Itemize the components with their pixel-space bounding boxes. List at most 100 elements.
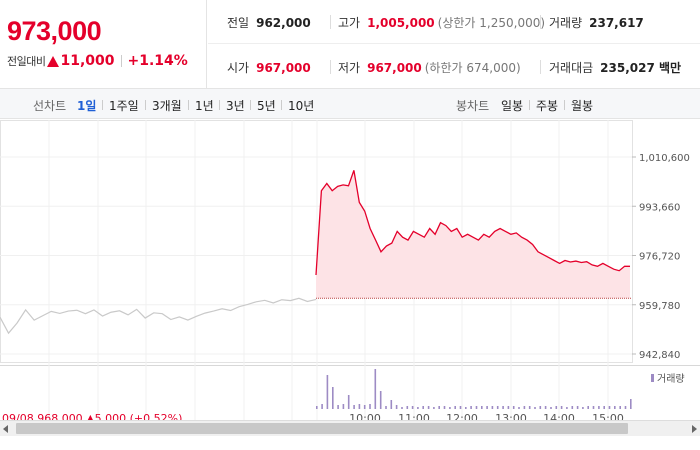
y-tick-label: 1,010,600 [639, 153, 690, 164]
volume-bar [619, 406, 621, 409]
volume-bar [560, 406, 563, 409]
period-10y-tab[interactable]: 10년 [288, 99, 315, 113]
current-price: 973,000 [7, 16, 102, 46]
period-3m-tab[interactable]: 3개월 [152, 99, 182, 113]
volume-bar [507, 406, 510, 409]
volume-bar [603, 406, 605, 409]
volume-bar [358, 404, 361, 409]
volume-bar [459, 406, 462, 409]
y-tick-label: 993,660 [639, 202, 680, 213]
price-box: 973,000 전일대비 11,000 +1.14% [0, 0, 207, 89]
volume-bar [571, 406, 574, 409]
change-row: 전일대비 11,000 +1.14% [7, 53, 206, 69]
stat-low: 저가 967,000 (하한가 674,000) [338, 59, 521, 76]
volume-bar [475, 406, 478, 409]
period-1y-tab[interactable]: 1년 [195, 99, 214, 113]
volume-bar [486, 406, 488, 409]
today-price-area [316, 170, 630, 299]
stat-high: 고가 1,005,000 (상한가 1,250,000) [338, 14, 545, 31]
divider [540, 60, 541, 74]
period-5y-tab[interactable]: 5년 [257, 99, 276, 113]
stat-value: 967,000 [256, 61, 311, 75]
stats-row-1: 전일 962,000 고가 1,005,000 (상한가 1,250,000) … [208, 0, 700, 44]
volume-legend-swatch [651, 374, 654, 382]
volume-bar [379, 391, 382, 409]
y-tick-label: 942,840 [639, 350, 680, 361]
volume-bar [316, 406, 318, 409]
volume-bar [438, 406, 440, 409]
candle-chart-label: 봉차트 [456, 99, 490, 113]
volume-bar [395, 405, 398, 409]
volume-bar [332, 387, 334, 409]
stat-value: 235,027 백만 [600, 61, 682, 75]
prev-day-line [0, 297, 317, 335]
volume-bar [411, 406, 414, 409]
change-percent: +1.14% [127, 53, 188, 69]
stat-label: 전일 [227, 16, 250, 30]
divider [529, 100, 530, 110]
volume-bar [576, 406, 579, 409]
volume-bar [608, 406, 611, 409]
volume-bar [326, 375, 329, 409]
price-chart[interactable]: 1,010,600 993,660 976,720 959,780 942,840 거래량… [0, 120, 700, 420]
today-price-line [315, 170, 630, 276]
volume-bar [385, 406, 387, 409]
stat-volume: 거래량 237,617 [549, 14, 644, 31]
up-triangle-icon [47, 55, 60, 67]
divider [102, 100, 103, 110]
volume-bar [528, 406, 531, 409]
divider [120, 55, 122, 67]
volume-bar [321, 404, 323, 409]
stat-label: 거래량 [549, 16, 583, 30]
scroll-right-icon[interactable] [692, 425, 697, 433]
volume-bar [427, 406, 430, 409]
x-tick-label: 15:00 [592, 412, 624, 420]
volume-bar [417, 407, 419, 409]
volume-bar [465, 407, 467, 409]
volume-bar [539, 406, 542, 409]
volume-bar [363, 405, 366, 409]
volume-bar [481, 406, 483, 409]
candle-weekly-tab[interactable]: 주봉 [536, 99, 559, 113]
period-1w-tab[interactable]: 1주일 [109, 99, 139, 113]
volume-bar [369, 404, 371, 409]
volume-bar [347, 395, 350, 409]
volume-bar [592, 406, 595, 409]
volume-bar [502, 406, 504, 409]
period-3y-tab[interactable]: 3년 [226, 99, 245, 113]
stat-prev-close: 전일 962,000 [227, 14, 311, 31]
volume-bar [624, 406, 627, 409]
volume-bar [630, 399, 632, 409]
volume-bar [587, 406, 589, 409]
period-1d-tab[interactable]: 1일 [77, 99, 97, 113]
stat-value: 967,000 [367, 61, 422, 75]
stat-label: 거래대금 [549, 61, 594, 75]
x-tick-label: 11:00 [398, 412, 430, 420]
stat-label: 시가 [227, 61, 250, 75]
candle-daily-tab[interactable]: 일봉 [501, 99, 524, 113]
divider [540, 15, 541, 29]
stat-value: 962,000 [256, 16, 311, 30]
stat-trade-value: 거래대금 235,027 백만 [549, 59, 681, 76]
volume-bar [401, 407, 403, 409]
stat-note: (상한가 1,250,000) [437, 16, 546, 30]
x-tick-label: 14:00 [543, 412, 575, 420]
horizontal-scrollbar[interactable] [0, 420, 700, 436]
volume-bar [550, 407, 552, 409]
x-tick-label: 10:00 [349, 412, 381, 420]
volume-bar [406, 406, 409, 409]
volume-bar [496, 406, 499, 409]
x-tick-label: 13:00 [495, 412, 527, 420]
volume-legend-label: 거래량 [657, 373, 685, 385]
divider [281, 100, 282, 110]
divider [219, 100, 220, 110]
volume-bar [491, 406, 494, 409]
volume-bar [512, 406, 515, 409]
scroll-left-icon[interactable] [3, 425, 8, 433]
scroll-thumb[interactable] [16, 423, 628, 434]
volume-bar [518, 407, 520, 409]
candle-monthly-tab[interactable]: 월봉 [571, 99, 594, 113]
volume-bar [555, 406, 558, 409]
y-tick-label: 976,720 [639, 252, 680, 263]
stat-label: 저가 [338, 61, 361, 75]
